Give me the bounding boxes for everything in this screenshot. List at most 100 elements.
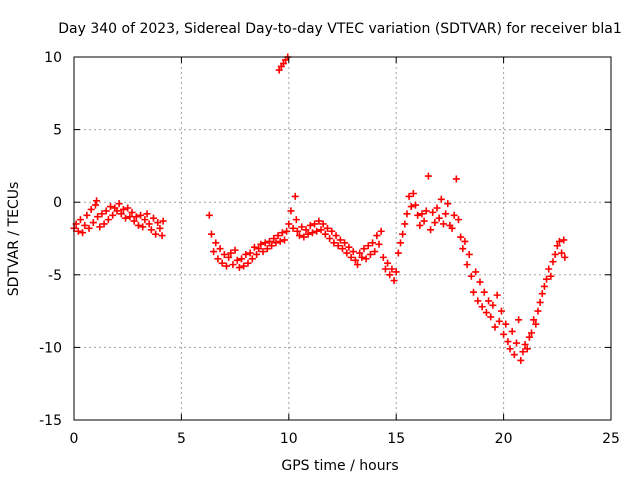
data-point (424, 172, 432, 180)
data-point (231, 246, 239, 254)
data-point (502, 320, 510, 328)
data-point (525, 333, 533, 341)
data-point (85, 224, 93, 232)
data-point (93, 197, 101, 205)
y-tick-label: -5 (48, 268, 62, 284)
data-point (107, 203, 115, 211)
data-point (371, 248, 379, 256)
data-point (102, 207, 110, 215)
data-point (210, 248, 218, 256)
data-point (345, 243, 353, 251)
data-point (304, 230, 312, 238)
y-tick-label: -10 (39, 340, 62, 356)
data-point (313, 227, 321, 235)
data-point (98, 210, 106, 218)
data-point (489, 301, 497, 309)
data-point (323, 224, 331, 232)
data-point (530, 316, 538, 324)
data-point (534, 307, 542, 315)
data-point (418, 210, 426, 218)
data-point (291, 192, 299, 200)
data-point (543, 275, 551, 283)
y-tick-label: 5 (53, 123, 62, 139)
data-point (279, 60, 287, 68)
data-point (349, 248, 357, 256)
data-point (392, 268, 400, 276)
data-point (553, 242, 561, 250)
data-point (275, 66, 283, 74)
data-point (358, 253, 366, 261)
x-tick-label: 5 (177, 431, 186, 447)
data-point (366, 250, 374, 258)
data-point (360, 245, 368, 253)
data-point (334, 242, 342, 250)
data-point (134, 221, 142, 229)
data-point (551, 250, 559, 258)
data-point (216, 245, 224, 253)
data-point (132, 213, 140, 221)
data-point (510, 351, 518, 359)
data-point (388, 265, 396, 273)
data-point (482, 309, 490, 317)
x-axis-label: GPS time / hours (281, 458, 398, 474)
data-point (152, 230, 160, 238)
data-point (528, 329, 536, 337)
data-point (83, 211, 91, 219)
data-point (274, 232, 282, 240)
data-point (130, 217, 138, 225)
data-point (117, 210, 125, 218)
data-point (364, 242, 372, 250)
data-point (317, 226, 325, 234)
data-point (558, 249, 566, 257)
grid-lines (74, 57, 611, 420)
data-point (476, 278, 484, 286)
data-point (472, 268, 480, 276)
data-point (339, 245, 346, 253)
data-point (149, 214, 157, 222)
data-point (429, 208, 437, 216)
data-point (292, 216, 300, 224)
data-point (540, 282, 548, 290)
data-point (354, 261, 362, 269)
data-point (126, 213, 134, 221)
data-point (341, 239, 349, 247)
data-point (276, 237, 284, 245)
data-point (521, 340, 529, 348)
data-point (272, 239, 280, 247)
data-point (545, 265, 553, 273)
data-point (91, 201, 99, 209)
data-point (128, 208, 136, 216)
data-point (158, 232, 166, 240)
data-point (220, 250, 228, 258)
data-point (448, 224, 456, 232)
x-tick-label: 25 (602, 431, 620, 447)
y-tick-label: -15 (39, 413, 62, 429)
data-point (463, 261, 471, 269)
data-point (420, 217, 428, 225)
data-point (401, 220, 409, 228)
data-point (414, 211, 422, 219)
data-point (332, 232, 340, 240)
data-point (293, 227, 301, 235)
x-tick-label: 15 (387, 431, 405, 447)
data-point (306, 221, 314, 229)
data-point (218, 259, 226, 267)
data-point (491, 323, 499, 331)
data-point (373, 232, 381, 240)
data-point (242, 250, 250, 258)
data-point (281, 236, 289, 244)
data-point (308, 229, 316, 237)
data-point (81, 221, 89, 229)
data-point (450, 211, 458, 219)
data-point (403, 210, 411, 218)
data-point (104, 216, 112, 224)
data-point (405, 192, 413, 200)
data-point (79, 229, 87, 237)
data-point (343, 249, 351, 257)
data-point (250, 243, 258, 251)
data-point (523, 345, 531, 353)
data-point (225, 253, 233, 261)
data-point (416, 221, 424, 229)
data-point (515, 316, 523, 324)
data-point (561, 253, 569, 261)
